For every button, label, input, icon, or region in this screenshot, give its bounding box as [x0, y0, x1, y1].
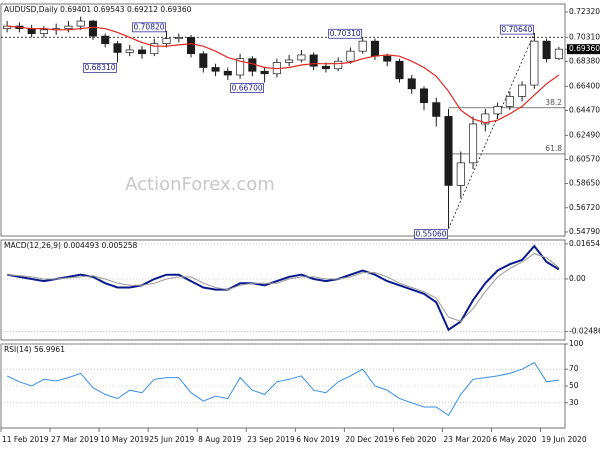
annotation-box: [328, 28, 363, 39]
candle-body: [76, 20, 85, 27]
annotation-box: [499, 24, 534, 35]
panel-title: AUDUSD,Daily 0.69401 0.69543 0.69212 0.6…: [4, 5, 192, 14]
candle-body: [346, 50, 355, 62]
candle-body: [101, 35, 110, 44]
candle-body: [370, 40, 379, 57]
y-tick-label: 0.01654: [569, 239, 600, 248]
candle-body: [554, 48, 563, 60]
annotation: 0.55060: [416, 229, 447, 238]
candle-body: [481, 113, 490, 125]
panel-title: RSI(14) 56.9961: [4, 345, 65, 354]
x-tick-label: 6 Feb 2020: [394, 435, 436, 444]
candle-body: [493, 106, 502, 115]
annotation: 0.70640: [501, 25, 532, 34]
candle-body: [297, 54, 306, 61]
candle-body: [358, 40, 367, 52]
annotation: 0.66700: [232, 83, 263, 92]
panel-frame: [0, 239, 566, 341]
candle-body: [285, 59, 294, 63]
candle-body: [444, 116, 453, 186]
candle-body: [321, 65, 330, 70]
candle-body: [174, 37, 183, 39]
y-tick-label: 0.66400: [569, 81, 600, 90]
series-line: [7, 253, 560, 322]
annotation: 0.70310: [330, 29, 361, 38]
candle-body: [542, 40, 551, 60]
y-tick-label: 0.68380: [569, 56, 600, 65]
candle-body: [137, 49, 147, 55]
candle-body: [187, 37, 196, 55]
current-price-box: [567, 44, 600, 55]
candle-body: [223, 70, 232, 76]
panel-frame: [0, 3, 566, 237]
annotation-box: [132, 22, 166, 33]
annotation-box: [83, 62, 117, 73]
candle-body: [432, 102, 441, 117]
x-tick-label: 23 Mar 2020: [443, 435, 491, 444]
panel-title: MACD(12,26,9) 0.004493 0.005258: [4, 241, 138, 250]
y-tick-label: 0.69360: [569, 44, 600, 53]
candle-body: [334, 60, 343, 70]
y-tick-label: 0.60570: [569, 154, 600, 163]
watermark: ActionForex.com: [125, 174, 275, 195]
candle-body: [469, 123, 478, 164]
candle-body: [530, 40, 539, 86]
y-tick-label: 0.54790: [569, 227, 600, 236]
y-tick-label: 0.70310: [569, 32, 600, 41]
candle-body: [309, 54, 318, 67]
candle-body: [88, 20, 97, 37]
x-tick-label: 27 Mar 2019: [51, 435, 99, 444]
moving-average: [7, 25, 560, 124]
candle-body: [39, 29, 48, 34]
candle-body: [162, 38, 171, 44]
candle-body: [199, 53, 208, 68]
fib-label: 61.8: [545, 144, 562, 153]
annotation: 0.68310: [84, 63, 115, 72]
candle-body: [150, 43, 159, 55]
x-tick-label: 6 Nov 2019: [296, 435, 339, 444]
x-tick-label: 6 May 2020: [492, 435, 536, 444]
y-tick-label: 0.00: [569, 274, 586, 283]
trend-line: [448, 32, 535, 229]
x-tick-label: 20 Dec 2019: [345, 435, 393, 444]
x-tick-label: 8 Aug 2019: [198, 435, 241, 444]
annotation: 0.70820: [134, 23, 165, 32]
candle-body: [64, 25, 73, 29]
candle-body: [260, 70, 269, 75]
candle-body: [211, 67, 220, 72]
candle-body: [125, 49, 134, 53]
candle-body: [505, 95, 514, 107]
series-line: [6, 361, 559, 417]
annotation-box: [414, 229, 448, 239]
candle-body: [518, 84, 527, 97]
candle-body: [113, 43, 122, 53]
candle-body: [27, 28, 36, 34]
series-line: [6, 244, 560, 332]
y-tick-label: 0.72320: [569, 7, 600, 16]
candle-body: [236, 58, 245, 76]
y-tick-label: -0.02486: [569, 327, 600, 336]
candle-body: [407, 78, 416, 90]
y-tick-label: 50: [569, 381, 579, 390]
candle-body: [419, 88, 429, 103]
fib-label: 38.2: [545, 98, 562, 107]
y-tick-label: 0.56720: [569, 203, 600, 212]
x-tick-label: 19 Jun 2020: [541, 435, 586, 444]
candle-body: [383, 55, 392, 62]
candle-body: [395, 60, 404, 80]
x-tick-label: 23 Sep 2019: [247, 435, 295, 444]
x-tick-label: 10 May 2019: [100, 435, 149, 444]
candle-body: [456, 162, 465, 186]
y-tick-label: 70: [569, 364, 579, 373]
x-tick-label: 25 Jun 2019: [149, 435, 194, 444]
y-tick-label: 0.62490: [569, 130, 600, 139]
y-tick-label: 0.64470: [569, 106, 600, 115]
x-tick-label: 11 Feb 2019: [2, 435, 49, 444]
y-tick-label: 30: [569, 398, 579, 407]
y-tick-label: 100: [569, 339, 584, 348]
annotation-box: [230, 83, 264, 93]
y-tick-label: 0.58650: [569, 179, 600, 188]
